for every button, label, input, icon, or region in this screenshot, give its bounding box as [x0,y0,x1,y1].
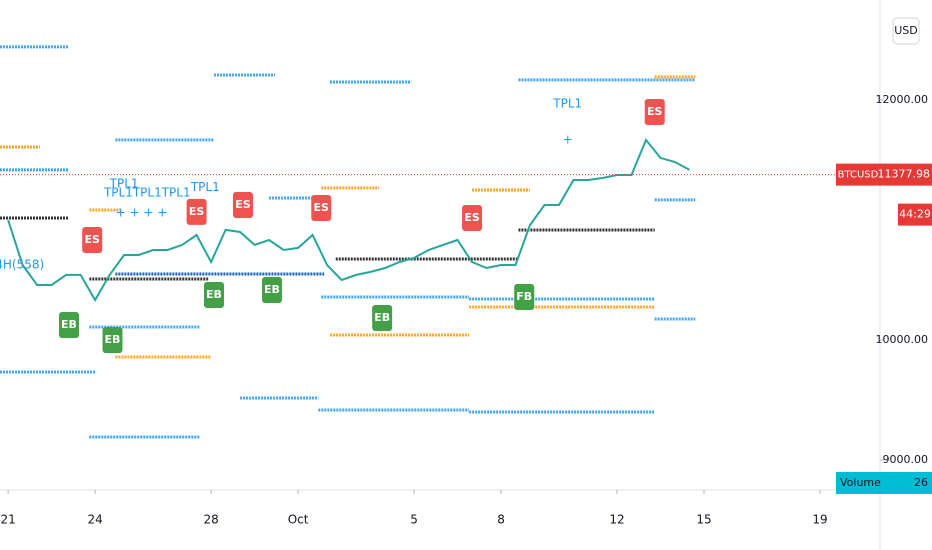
x-tick-label: 12 [609,513,624,527]
signal-marker [311,194,332,221]
y-tick-label: 12000.00 [876,93,929,106]
signal-marker [186,198,207,225]
annotation: + [563,132,573,146]
x-tick-label: 15 [696,513,711,527]
price-line [7,137,690,302]
signal-label: EB [374,311,390,324]
volume-value: 26 [914,476,928,489]
annotation: TPL1 [109,176,139,190]
signal-label: ES [189,205,205,218]
signal-label: ES [464,211,480,224]
x-tick-label: 19 [812,513,827,527]
signal-marker [462,204,483,231]
signal-marker [261,276,282,303]
annotation: + + + + [116,205,168,219]
x-tick-label: 8 [497,513,505,527]
signal-marker [232,191,253,218]
volume-box [836,472,932,494]
signal-marker [514,284,535,311]
signal-label: FB [516,290,532,303]
signal-label: EB [61,318,77,331]
x-tick-label: 5 [410,513,418,527]
currency-label[interactable]: USD [894,24,918,37]
signal-label: ES [314,201,330,214]
last-price-box [836,163,932,186]
x-tick-label: 24 [87,513,102,527]
signal-label: ES [647,105,663,118]
signal-marker [82,227,103,254]
y-tick-label: 10000.00 [876,333,929,346]
annotation: TPL1 [190,180,220,194]
signal-marker [203,281,224,308]
signal-marker [372,305,393,332]
signal-label: EB [206,288,222,301]
x-tick-label: 28 [203,513,218,527]
annotation: TPL1 [552,96,582,110]
signal-marker [59,311,80,338]
x-tick-label: 21 [0,513,15,527]
signal-marker [102,326,123,353]
annotation: 4H(558) [0,257,44,271]
x-tick-label: Oct [288,513,309,527]
countdown-box [898,203,932,226]
volume-label: Volume [840,476,881,489]
signal-label: ES [235,198,251,211]
last-price-label: 11377.98 [878,168,931,181]
signal-label: ES [84,233,100,246]
y-tick-label: 9000.00 [883,453,929,466]
countdown-label: 44:29 [899,208,931,221]
currency-button[interactable] [892,17,920,45]
annotation: TPL1TPL1TPL1 [103,185,191,199]
signal-label: EB [105,333,121,346]
symbol-label: BTCUSD [838,170,879,181]
signal-label: EB [264,283,280,296]
signal-marker [644,98,665,125]
